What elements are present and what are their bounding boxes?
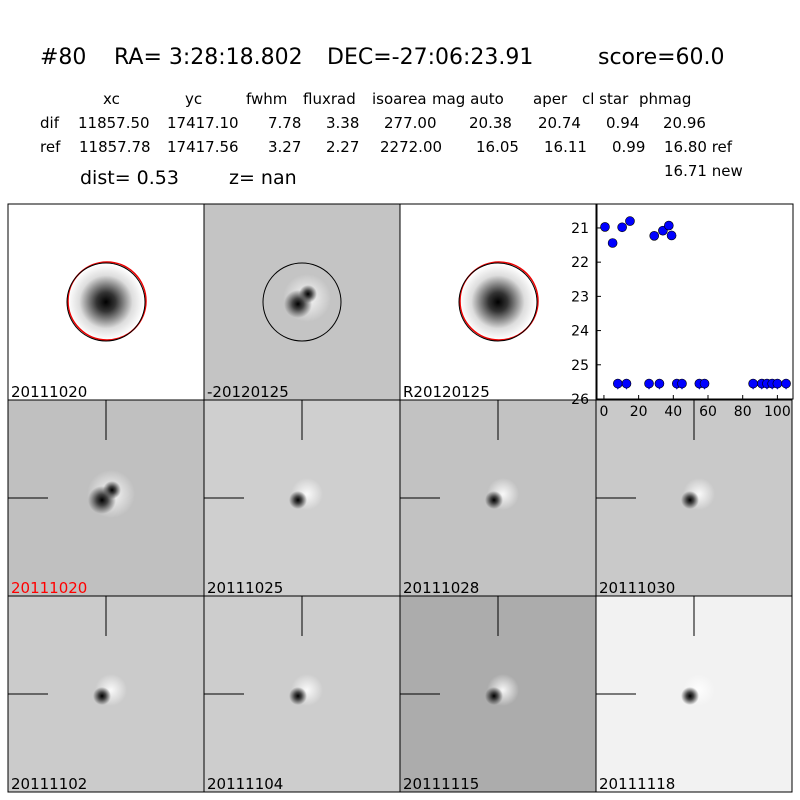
point xyxy=(613,378,623,389)
residual-core xyxy=(103,481,121,499)
plot-area xyxy=(596,203,794,400)
residual-core xyxy=(485,687,503,705)
point xyxy=(607,238,618,248)
dist: dist= 0.53 xyxy=(80,167,179,189)
table-cell: 17417.56 xyxy=(167,138,239,156)
dec: DEC=-27:06:23.91 xyxy=(327,45,533,70)
table-cell: 0.99 xyxy=(612,138,645,156)
x-tick-label: 100 xyxy=(764,404,791,420)
y-tick-label: 25 xyxy=(571,358,589,374)
panel-label: 20111030 xyxy=(599,579,675,597)
residual-core xyxy=(681,491,699,509)
column-header: yc xyxy=(185,90,202,108)
residual-core xyxy=(289,491,307,509)
table-cell: 7.78 xyxy=(268,114,301,132)
source-psf xyxy=(460,264,536,340)
residual-core xyxy=(485,491,503,509)
aperture xyxy=(458,262,538,342)
y-tick-label: 23 xyxy=(571,289,589,305)
table-cell: 3.27 xyxy=(268,138,301,156)
source-psf xyxy=(68,264,144,340)
object-id: #80 xyxy=(40,45,86,70)
column-header: fluxrad xyxy=(303,90,356,108)
x-tick-label: 0 xyxy=(599,404,608,420)
point xyxy=(699,378,710,389)
table-cell: dif xyxy=(40,114,60,132)
point xyxy=(772,378,783,389)
table-cell: 2272.00 xyxy=(380,138,442,156)
aperture-ref xyxy=(459,261,539,341)
panel-label: 20111028 xyxy=(403,579,479,597)
table-cell: 0.94 xyxy=(606,114,639,132)
y-tick-label: 26 xyxy=(571,392,589,408)
aperture-ref xyxy=(67,261,147,341)
table-cell: 11857.50 xyxy=(78,114,150,132)
x-tick-label: 20 xyxy=(630,404,648,420)
score: score=60.0 xyxy=(598,45,725,70)
point xyxy=(781,378,791,389)
table-cell: 16.05 xyxy=(476,138,519,156)
point xyxy=(617,222,627,233)
x-tick-label: 40 xyxy=(664,404,682,420)
panel-label: 20111115 xyxy=(403,775,479,793)
content: xc yc fwhm fluxrad isoarea mag auto aper cl sta… xyxy=(7,90,794,793)
residual-core xyxy=(681,687,699,705)
note: 16.71 new xyxy=(664,162,743,180)
y-tick-label: 22 xyxy=(571,255,589,271)
table-cell: 2.27 xyxy=(326,138,359,156)
point xyxy=(625,216,635,226)
panel-label: 20111102 xyxy=(11,775,87,793)
point xyxy=(748,378,758,389)
column-header: cl star xyxy=(582,90,629,108)
aperture xyxy=(262,262,342,342)
column-header: xc xyxy=(103,90,120,108)
z: z= nan xyxy=(229,167,297,189)
point xyxy=(654,378,665,389)
table-cell: 20.96 xyxy=(663,114,706,132)
x-tick-label: 60 xyxy=(699,404,717,420)
ra: RA= 3:28:18.802 xyxy=(114,45,303,70)
column-header: phmag xyxy=(639,90,691,108)
point xyxy=(600,222,610,232)
point xyxy=(649,231,660,241)
point xyxy=(621,378,632,389)
panel-label: 20111104 xyxy=(207,775,283,793)
residual-core xyxy=(289,687,307,705)
table-cell: 11857.78 xyxy=(79,138,151,156)
column-header: aper xyxy=(533,90,568,108)
column-header: isoarea xyxy=(372,90,427,108)
panel-label: -20120125 xyxy=(207,383,289,401)
table-cell: 16.11 xyxy=(544,138,587,156)
point xyxy=(666,230,677,241)
x-tick-label: 80 xyxy=(734,404,752,420)
column-header: mag auto xyxy=(432,90,504,108)
table-cell: 16.80 ref xyxy=(664,138,733,156)
residual-core xyxy=(93,687,111,705)
point xyxy=(677,378,687,389)
aperture xyxy=(66,262,146,342)
table-cell: 3.38 xyxy=(326,114,359,132)
table-cell: 20.38 xyxy=(469,114,512,132)
point xyxy=(664,220,674,231)
table-cell: 277.00 xyxy=(384,114,437,132)
y-tick-label: 21 xyxy=(571,221,589,237)
panel-label: 20111020 xyxy=(11,383,87,401)
panel-label: 20111020 xyxy=(11,579,87,597)
panel-label: R20120125 xyxy=(403,383,490,401)
table-cell: 17417.10 xyxy=(167,114,239,132)
table-cell: 20.74 xyxy=(538,114,581,132)
y-tick-label: 24 xyxy=(571,324,589,340)
column-header: fwhm xyxy=(246,90,287,108)
point xyxy=(644,378,654,389)
table-cell: ref xyxy=(40,138,61,156)
panel-label: 20111025 xyxy=(207,579,283,597)
panel-label: 20111118 xyxy=(599,775,675,793)
residual-core xyxy=(299,285,317,303)
